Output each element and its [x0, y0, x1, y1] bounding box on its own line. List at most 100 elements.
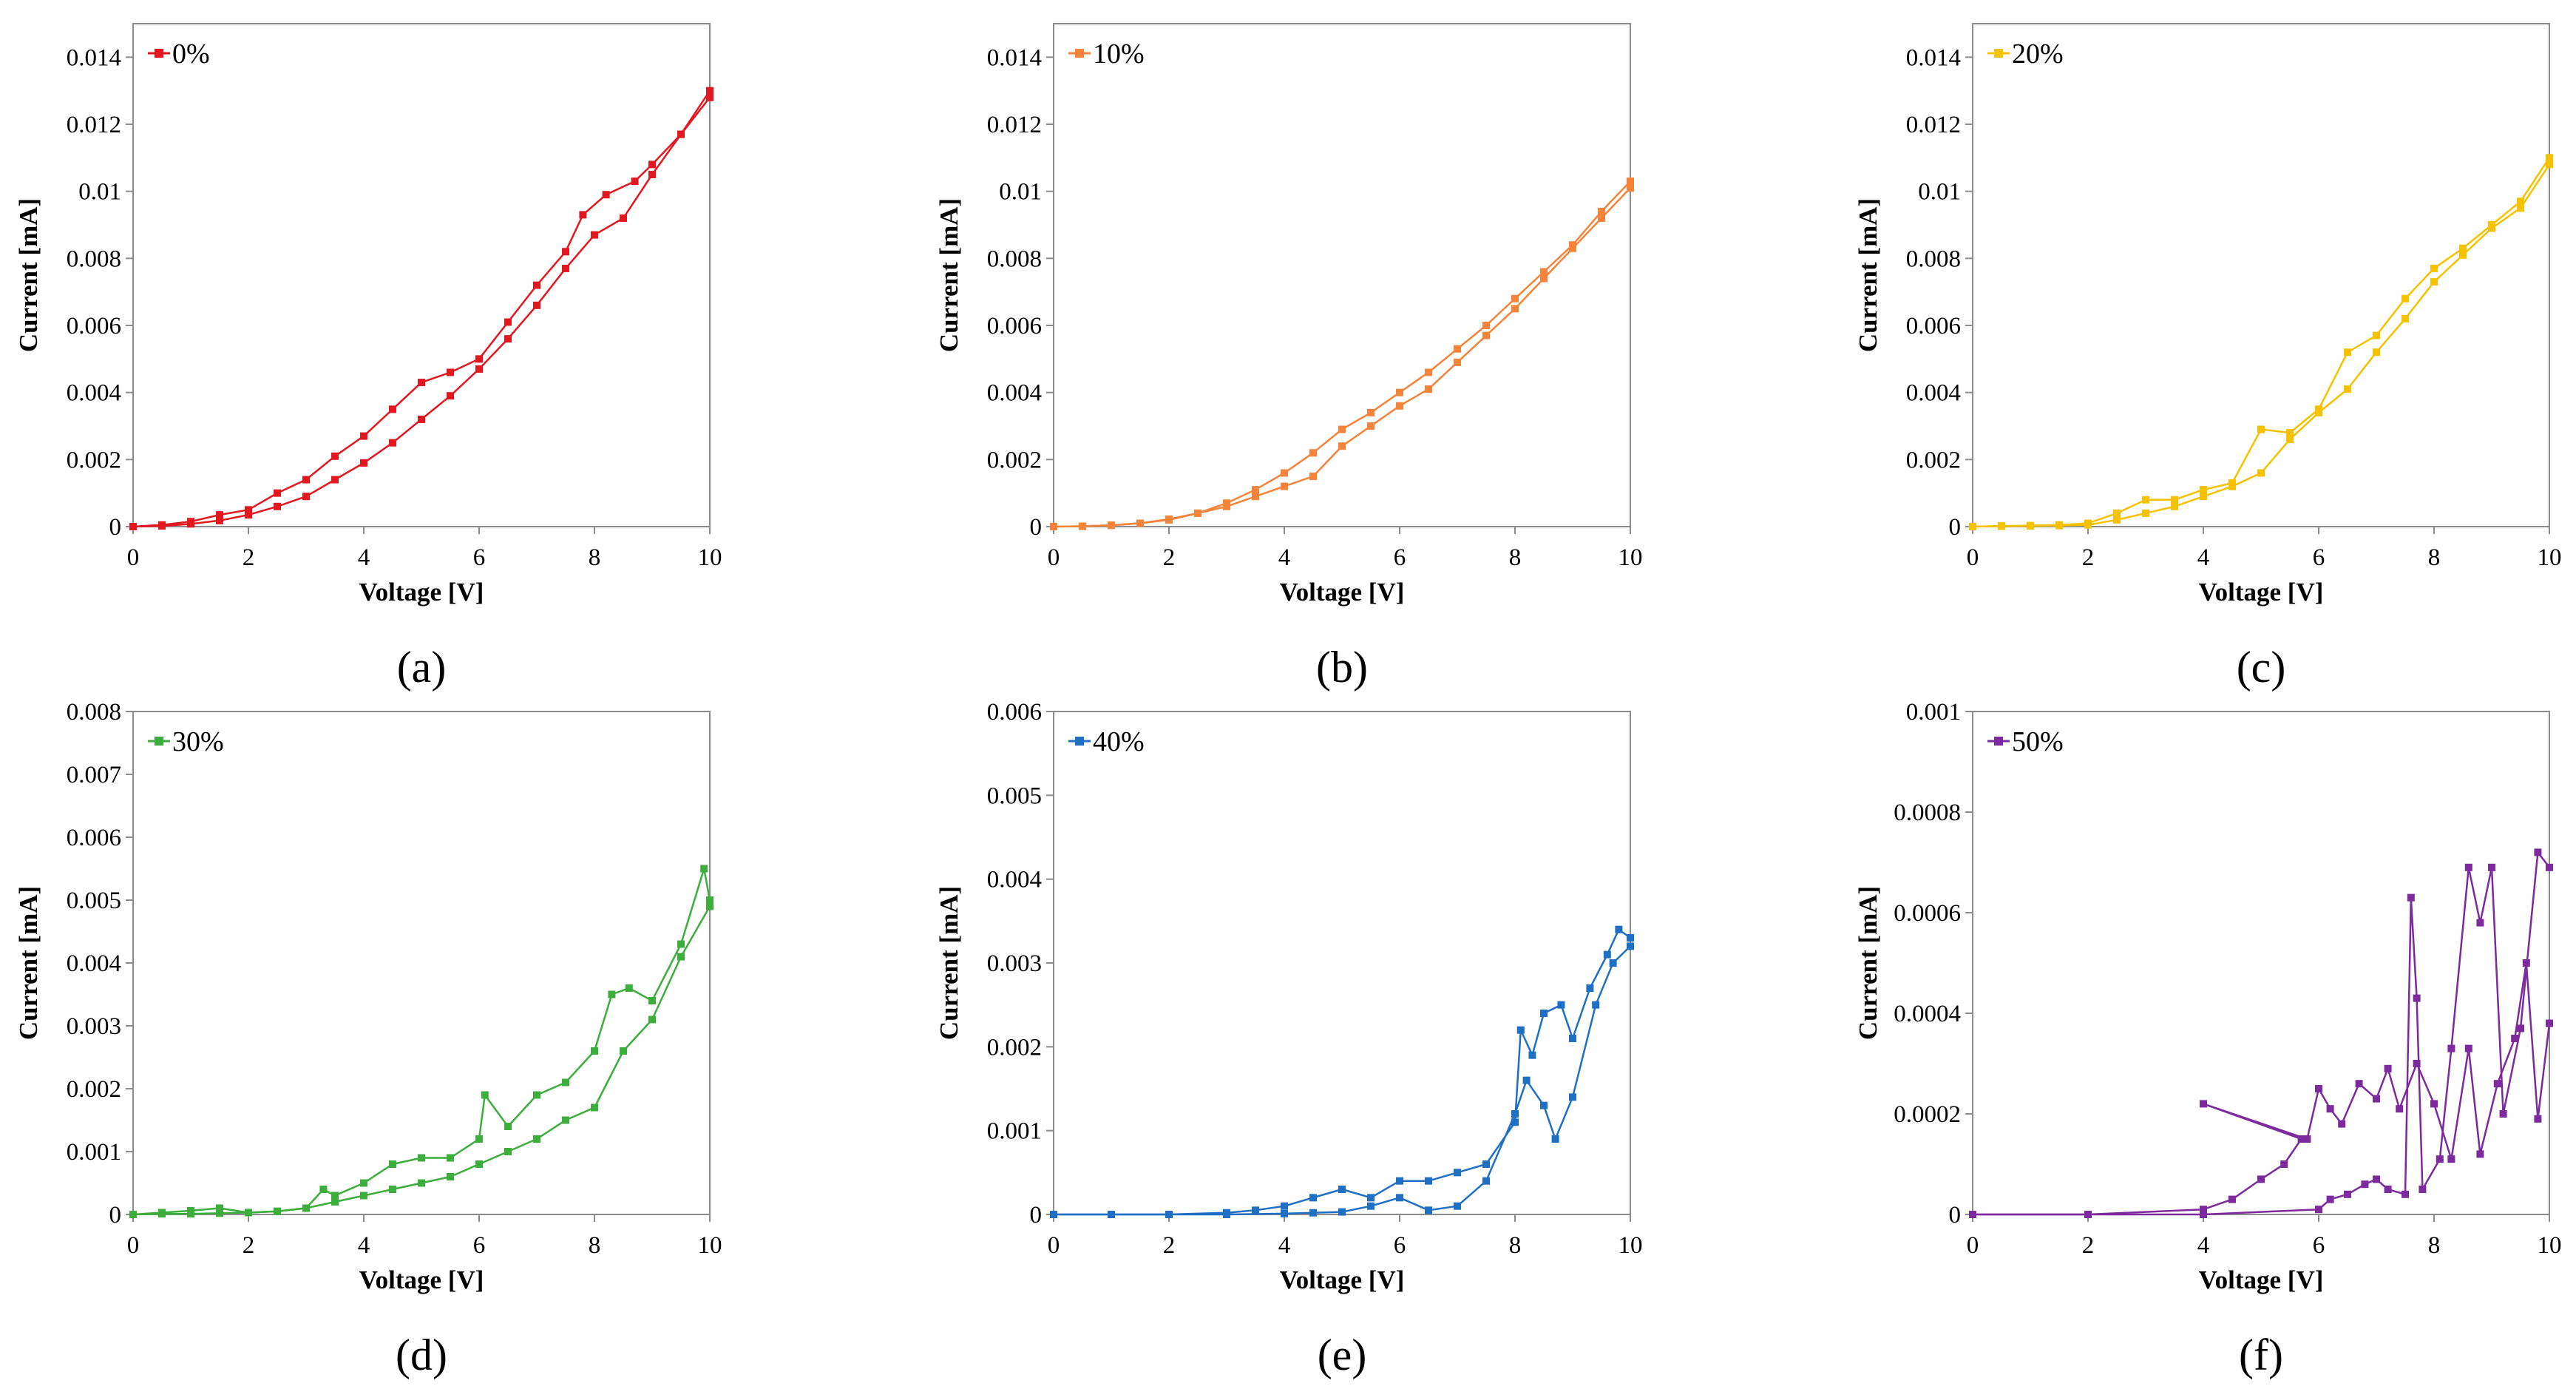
data-point: [2257, 1175, 2265, 1183]
data-point: [1223, 502, 1230, 510]
data-point: [2228, 482, 2236, 490]
y-tick-label: 0.003: [987, 950, 1042, 977]
data-point: [1396, 388, 1403, 396]
y-tick-label: 0.012: [987, 112, 1042, 138]
y-tick-label: 0.012: [1906, 112, 1961, 138]
y-tick-label: 0.0002: [1894, 1101, 1961, 1128]
data-point: [1969, 1211, 1976, 1218]
x-tick-label: 2: [1163, 544, 1176, 571]
y-axis-title: Current [mA]: [14, 198, 43, 352]
data-point: [2286, 429, 2294, 437]
data-point: [1627, 934, 1634, 942]
data-point: [2373, 1175, 2380, 1183]
data-point: [2344, 385, 2351, 393]
data-point: [1309, 449, 1317, 457]
panel-label: (c): [2237, 643, 2286, 692]
x-tick-label: 8: [2428, 1232, 2441, 1259]
data-point: [418, 379, 425, 387]
data-point: [2546, 154, 2553, 162]
data-point: [1454, 345, 1461, 353]
legend-label: 10%: [1093, 38, 1145, 70]
y-axis-title: Current [mA]: [935, 886, 963, 1040]
data-point: [591, 1104, 598, 1112]
data-point: [2113, 509, 2121, 517]
data-point: [2413, 994, 2421, 1002]
data-point: [2142, 496, 2149, 504]
y-tick-label: 0.008: [1906, 246, 1961, 272]
x-tick-label: 6: [473, 544, 486, 571]
panel-label: (b): [1316, 643, 1368, 692]
data-point: [579, 211, 587, 219]
data-point: [533, 301, 540, 309]
data-point: [2228, 1195, 2236, 1203]
data-point: [2303, 1135, 2311, 1143]
data-point: [2373, 1095, 2380, 1103]
data-point: [1309, 473, 1317, 480]
data-point: [1367, 1194, 1375, 1202]
data-point: [2257, 469, 2265, 477]
data-point: [2419, 1186, 2427, 1193]
data-point: [1592, 1001, 1600, 1009]
data-point: [2297, 1135, 2305, 1143]
data-point: [1540, 274, 1548, 283]
data-point: [1528, 1051, 1536, 1059]
data-point: [1252, 493, 1259, 501]
y-tick-label: 0.004: [987, 867, 1042, 893]
data-point: [1396, 1194, 1403, 1202]
data-point: [2488, 863, 2495, 871]
data-point: [2402, 314, 2409, 322]
data-point: [216, 1209, 223, 1217]
data-point: [2430, 264, 2438, 272]
data-point: [625, 984, 633, 992]
data-point: [2315, 1206, 2322, 1214]
data-point: [2476, 1150, 2484, 1158]
data-point: [591, 231, 598, 239]
data-point: [447, 368, 454, 376]
series-line-1: [1973, 962, 2551, 1216]
data-point: [331, 476, 339, 484]
y-tick-label: 0.014: [987, 44, 1042, 71]
y-tick-label: 0: [1949, 1202, 1962, 1229]
y-tick-label: 0.012: [67, 112, 121, 138]
data-point: [2402, 294, 2409, 303]
chart-panel-1: 0 0.002 0.004 0.006 0.008 0.01 0.012 0.014 0 2 4 6 8…: [935, 23, 1643, 692]
data-point: [274, 1207, 281, 1215]
y-tick-label: 0.014: [1906, 44, 1961, 71]
y-tick-label: 0: [1030, 514, 1043, 541]
data-point: [2511, 1035, 2519, 1042]
data-point: [1454, 358, 1461, 366]
data-point: [2171, 502, 2178, 510]
y-tick-label: 0.0006: [1894, 900, 1961, 927]
data-point: [1511, 1118, 1519, 1126]
data-point: [2171, 496, 2178, 504]
data-point: [700, 865, 708, 873]
data-point: [389, 439, 396, 447]
data-point: [302, 493, 310, 501]
data-point: [2534, 1115, 2542, 1123]
data-point: [1367, 422, 1375, 430]
legend-marker: [1075, 737, 1084, 746]
plot-frame: [1053, 711, 1631, 1215]
data-point: [2517, 197, 2524, 206]
data-point: [2436, 1155, 2444, 1163]
data-point: [2315, 1085, 2322, 1092]
data-point: [1627, 178, 1634, 186]
data-point: [389, 405, 396, 413]
legend-label: 20%: [2012, 38, 2064, 70]
data-point: [1425, 368, 1432, 376]
data-point: [2447, 1155, 2455, 1163]
data-point: [2344, 1190, 2351, 1198]
data-point: [475, 1160, 483, 1168]
legend-label: 30%: [172, 726, 224, 757]
data-point: [360, 432, 367, 440]
data-point: [129, 523, 137, 530]
x-tick-label: 10: [1619, 544, 1643, 571]
x-tick-label: 8: [1509, 544, 1522, 571]
data-point: [648, 1015, 656, 1024]
data-point: [562, 248, 569, 256]
data-point: [620, 1047, 627, 1055]
data-point: [447, 1173, 454, 1180]
data-point: [2344, 348, 2351, 356]
data-point: [1338, 442, 1346, 450]
data-point: [1998, 522, 2005, 530]
